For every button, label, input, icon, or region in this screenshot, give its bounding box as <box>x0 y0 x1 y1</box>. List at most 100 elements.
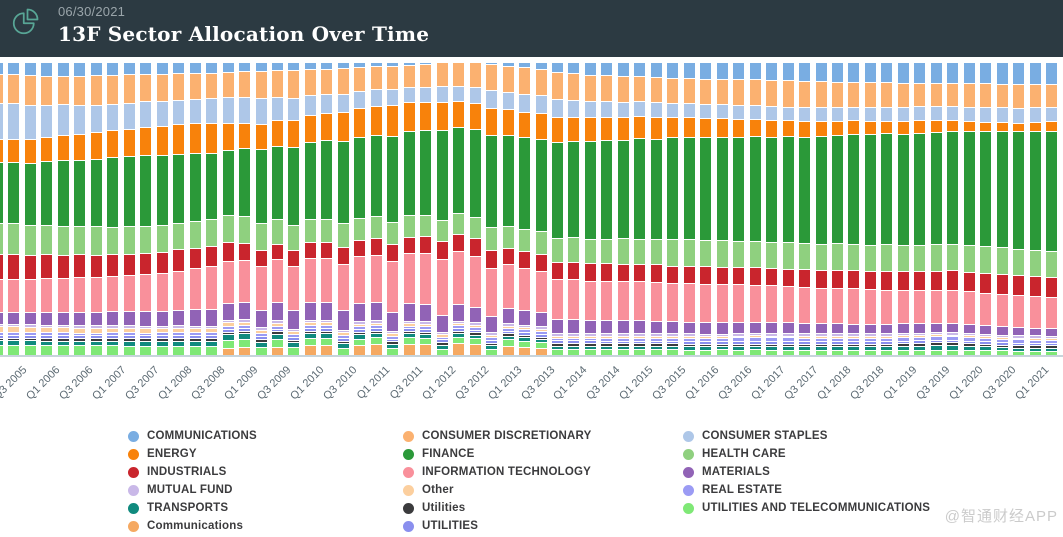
bar-segment-consumer-staples[interactable] <box>667 102 679 118</box>
bar-segment-real-estate[interactable] <box>683 338 695 341</box>
bar-segment-industrials[interactable] <box>930 270 942 290</box>
bar-segment-energy[interactable] <box>535 113 547 139</box>
bar-segment-finance[interactable] <box>354 137 366 218</box>
bar-segment-communications[interactable] <box>897 63 909 83</box>
bar-segment-utilities[interactable] <box>8 337 20 341</box>
bar-segment-real-estate[interactable] <box>667 337 679 341</box>
bar-segment-information-technology[interactable] <box>354 256 366 303</box>
legend-item-transports[interactable]: TRANSPORTS <box>128 502 403 514</box>
bar-segment-energy[interactable] <box>683 117 695 137</box>
bar-segment-communications[interactable] <box>8 63 20 75</box>
bar-segment-materials[interactable] <box>815 323 827 334</box>
bar-segment-health-care[interactable] <box>8 223 20 255</box>
bar-segment-real-estate[interactable] <box>996 338 1008 343</box>
bar-segment-consumer-discretionary[interactable] <box>519 67 531 94</box>
bar-segment-utilities[interactable] <box>304 327 316 331</box>
bar-segment-finance[interactable] <box>519 137 531 229</box>
bar-segment-finance[interactable] <box>782 136 794 243</box>
bar-segment-industrials[interactable] <box>584 263 596 281</box>
bar-segment-industrials[interactable] <box>1013 274 1025 296</box>
bar-q2-2011[interactable] <box>387 63 399 355</box>
bar-segment-utilities[interactable] <box>799 341 811 344</box>
bar-segment-health-care[interactable] <box>650 239 662 265</box>
bar-q4-2020[interactable] <box>1013 63 1025 355</box>
bar-segment-transports[interactable] <box>173 340 185 346</box>
bar-segment-finance[interactable] <box>387 135 399 222</box>
bar-q3-2015[interactable] <box>667 63 679 355</box>
bar-segment-finance[interactable] <box>716 136 728 241</box>
bar-segment-finance[interactable] <box>897 133 909 246</box>
bar-segment-consumer-discretionary[interactable] <box>980 83 992 108</box>
bar-segment-communications[interactable] <box>403 63 415 66</box>
bar-segment-information-technology[interactable] <box>74 277 86 312</box>
bar-segment-industrials[interactable] <box>90 254 102 277</box>
bar-segment-communications[interactable] <box>255 63 267 71</box>
bar-segment-mutual-fund[interactable] <box>881 333 893 336</box>
bar-segment-utilities[interactable] <box>831 341 843 344</box>
bar-segment-utilities[interactable] <box>1046 342 1058 346</box>
bar-segment-utilities[interactable] <box>74 338 86 341</box>
bar-segment-other[interactable] <box>420 323 432 327</box>
bar-segment-utilities-and-telecommunications[interactable] <box>288 347 300 355</box>
bar-q3-2011[interactable] <box>403 63 415 355</box>
bar-segment-industrials[interactable] <box>815 270 827 288</box>
bar-segment-communications[interactable] <box>222 63 234 72</box>
bar-segment-utilities[interactable] <box>980 341 992 345</box>
bar-segment-transports[interactable] <box>1046 347 1058 351</box>
bar-segment-communications[interactable] <box>930 63 942 84</box>
bar-segment-utilities-and-telecommunications[interactable] <box>24 344 36 355</box>
bar-segment-information-technology[interactable] <box>897 289 909 324</box>
bar-segment-finance[interactable] <box>41 161 53 226</box>
bar-segment-communications[interactable] <box>1029 63 1041 84</box>
bar-segment-health-care[interactable] <box>239 216 251 243</box>
bar-q2-2006[interactable] <box>57 63 69 355</box>
bar-segment-consumer-staples[interactable] <box>453 85 465 101</box>
bar-segment-information-technology[interactable] <box>271 259 283 303</box>
bar-segment-utilities-and-telecommunications[interactable] <box>766 349 778 355</box>
bar-segment-consumer-discretionary[interactable] <box>107 74 119 104</box>
bar-segment-finance[interactable] <box>453 127 465 214</box>
bar-segment-utilities-and-telecommunications[interactable] <box>74 345 86 355</box>
bar-segment-transports[interactable] <box>601 345 613 350</box>
bar-segment-utilities[interactable] <box>519 332 531 335</box>
bar-segment-industrials[interactable] <box>41 254 53 278</box>
bar-segment-consumer-discretionary[interactable] <box>1046 84 1058 107</box>
bar-segment-industrials[interactable] <box>766 267 778 286</box>
bar-segment-utilities[interactable] <box>535 336 547 340</box>
bar-segment-industrials[interactable] <box>8 254 20 280</box>
bar-segment-materials[interactable] <box>156 310 168 326</box>
bar-segment-real-estate[interactable] <box>733 337 745 341</box>
bar-segment-utilities-and-telecommunications[interactable] <box>897 349 909 355</box>
bar-segment-finance[interactable] <box>8 162 20 224</box>
bar-segment-consumer-staples[interactable] <box>337 93 349 113</box>
bar-q4-2012[interactable] <box>486 63 498 355</box>
bar-segment-energy[interactable] <box>486 107 498 136</box>
bar-segment-transports[interactable] <box>568 345 580 349</box>
bar-segment-utilities[interactable] <box>782 343 794 347</box>
bar-segment-utilities[interactable] <box>683 340 695 344</box>
bar-segment-utilities[interactable] <box>90 338 102 341</box>
bar-segment-communications[interactable] <box>766 63 778 81</box>
bar-segment-health-care[interactable] <box>519 228 531 252</box>
bar-segment-industrials[interactable] <box>140 252 152 274</box>
bar-segment-utilities[interactable] <box>716 343 728 347</box>
bar-segment-real-estate[interactable] <box>980 338 992 342</box>
bar-segment-real-estate[interactable] <box>206 332 218 336</box>
bar-segment-mutual-fund[interactable] <box>1029 335 1041 338</box>
bar-segment-utilities[interactable] <box>634 340 646 344</box>
bar-segment-real-estate[interactable] <box>370 325 382 328</box>
bar-segment-consumer-discretionary[interactable] <box>963 83 975 107</box>
bar-segment-industrials[interactable] <box>634 263 646 282</box>
bar-segment-energy[interactable] <box>0 139 3 163</box>
bar-segment-utilities[interactable] <box>617 340 629 344</box>
bar-segment-transports[interactable] <box>436 344 448 349</box>
bar-segment-utilities-and-telecommunications[interactable] <box>436 348 448 355</box>
bar-segment-real-estate[interactable] <box>304 325 316 328</box>
bar-segment-utilities-and-telecommunications[interactable] <box>996 350 1008 355</box>
bar-segment-real-estate[interactable] <box>897 337 909 341</box>
bar-segment-mutual-fund[interactable] <box>700 333 712 337</box>
bar-segment-utilities-and-telecommunications[interactable] <box>947 350 959 355</box>
bar-segment-finance[interactable] <box>930 131 942 244</box>
bar-segment-utilities[interactable] <box>271 328 283 332</box>
bar-segment-real-estate[interactable] <box>864 337 876 342</box>
